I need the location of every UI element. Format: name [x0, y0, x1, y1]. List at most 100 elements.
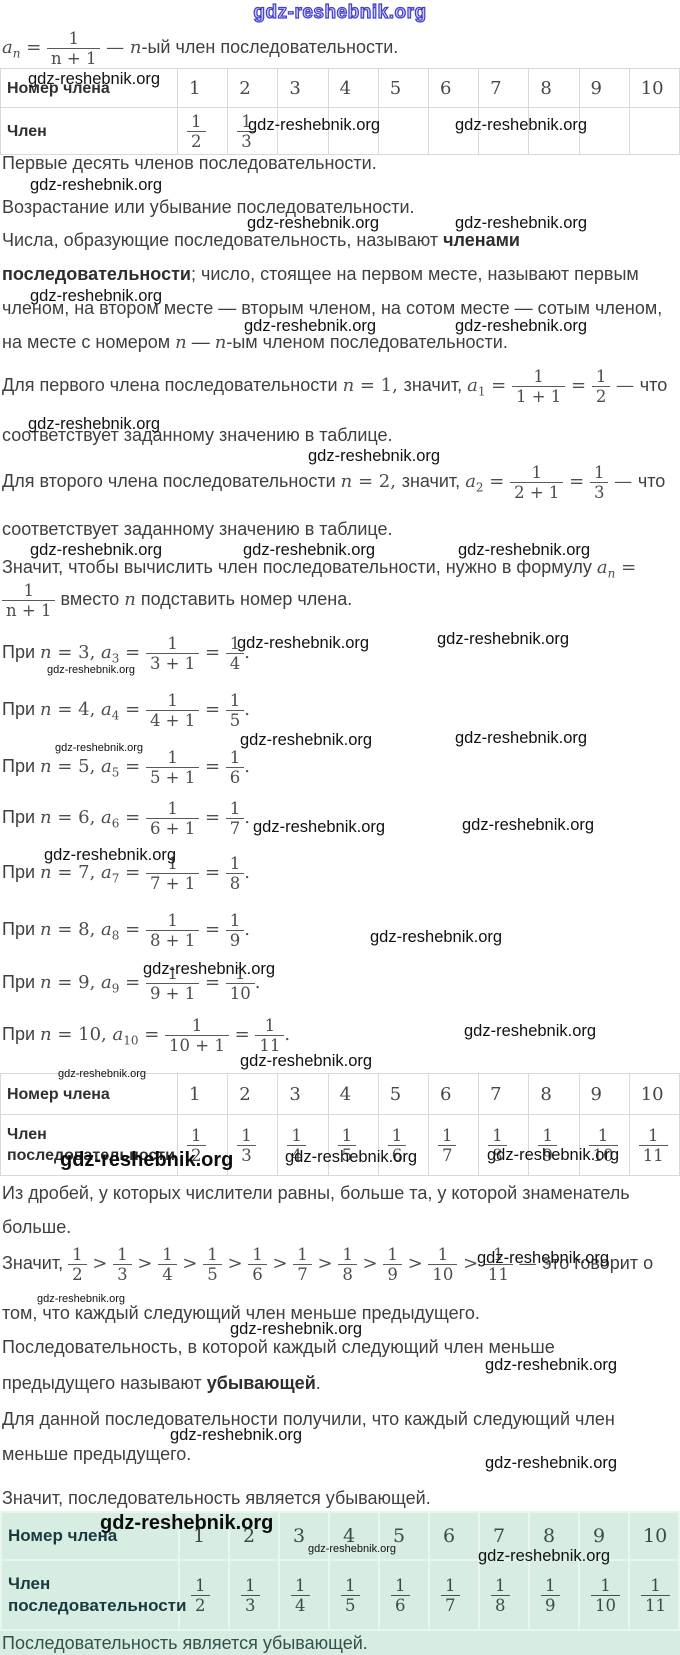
- text: это говорит о: [542, 1253, 654, 1273]
- watermark: gdz-reshebnik.org: [487, 1146, 620, 1164]
- text: значит,: [403, 375, 468, 395]
- formula-n: n: [124, 589, 136, 610]
- fraction: 1 10: [591, 1576, 620, 1615]
- watermark: gdz-reshebnik.org: [58, 1068, 147, 1080]
- fraction-numerator: 1: [235, 963, 246, 983]
- formula-n: n: [342, 375, 355, 396]
- table-cell-number: 9: [578, 68, 630, 108]
- fraction-denominator: 11: [255, 1034, 285, 1055]
- formula-var-sub: 9: [111, 981, 120, 996]
- fraction-denominator: 4: [291, 1594, 310, 1615]
- watermark: gdz-reshebnik.org: [244, 317, 377, 335]
- fraction-denominator: 10: [428, 1263, 458, 1284]
- equals: =: [485, 375, 512, 396]
- table-cell-number: 4: [327, 68, 379, 108]
- fraction-numerator: 1: [495, 1575, 506, 1595]
- equals: =: [199, 972, 226, 993]
- fraction-numerator: 1: [229, 747, 241, 767]
- text: что: [639, 375, 668, 395]
- text: предыдущего называют: [2, 1373, 207, 1393]
- table-cell-number: 6: [428, 1511, 480, 1561]
- equals: =: [199, 756, 226, 777]
- formula-var: a: [101, 972, 112, 993]
- fraction-denominator: 2: [187, 1144, 206, 1165]
- text: Значит, чтобы вычислить член последовате…: [2, 557, 597, 577]
- fraction-denominator: 5: [203, 1263, 222, 1284]
- fraction-denominator: 4: [225, 652, 245, 673]
- equals: =: [228, 1024, 256, 1045]
- watermark: gdz-reshebnik.org: [100, 1512, 274, 1534]
- formula-n: n: [40, 862, 52, 883]
- fraction-denominator: 6: [387, 1144, 407, 1165]
- equals: =: [119, 642, 146, 663]
- table-row-numbers: Номер члена 1 2 3 4 5 6 7 8 9 10: [0, 68, 680, 108]
- fraction-numerator: 1: [245, 1575, 256, 1595]
- equals: =: [119, 699, 146, 720]
- watermark: gdz-reshebnik.org: [370, 928, 503, 946]
- equals: =: [119, 807, 146, 828]
- formula-var: a: [101, 642, 112, 663]
- equals: = 6,: [51, 807, 102, 828]
- period: .: [244, 919, 251, 940]
- formula-var-sub: 8: [111, 928, 120, 943]
- fraction-numerator: 1: [545, 1575, 556, 1595]
- text: на месте с номером: [2, 332, 176, 352]
- greater-than: >: [176, 1253, 204, 1274]
- equals: =: [615, 557, 637, 578]
- given-seq-line2: меньше предыдущего.: [2, 1444, 192, 1464]
- formula-n: n: [40, 1024, 52, 1045]
- formula-n: n: [214, 332, 227, 353]
- watermark: gdz-reshebnik.org: [253, 818, 386, 836]
- fraction-denominator: 6 + 1: [145, 817, 200, 838]
- fraction-denominator: 8: [491, 1594, 510, 1615]
- table-cell-fraction: 1 11: [628, 1114, 680, 1176]
- watermark: gdz-reshebnik.org: [478, 1547, 611, 1565]
- watermark: gdz-reshebnik.org: [44, 846, 177, 864]
- decreasing-def-line1: Последовательность, в которой каждый сле…: [2, 1337, 555, 1357]
- formula-var: a: [101, 807, 112, 828]
- text: ; число, стоящее на первом месте, называ…: [190, 264, 639, 284]
- table-row-members: Член последовательности 1 2 1 3 1 4 1 5 1 6 1 7 1 8 1 9 1…: [0, 1114, 680, 1176]
- formula-var-sub: 3: [111, 651, 120, 666]
- inequality-followup: том, что каждый следующий член меньше пр…: [2, 1303, 480, 1323]
- fraction: 1 11: [483, 1245, 513, 1284]
- fraction-numerator: 1: [207, 1244, 218, 1264]
- equals: =: [199, 862, 226, 883]
- paragraph-members-line2: последовательности; число, стоящее на пе…: [2, 263, 639, 285]
- watermark: gdz-reshebnik.org: [243, 541, 376, 559]
- equals: = 4,: [51, 699, 102, 720]
- table-cell-fraction: 1 11: [628, 1559, 680, 1631]
- match-table-line: соответствует заданному значению в табли…: [2, 519, 393, 539]
- table-cell-number: 10: [628, 68, 680, 108]
- site-watermark-link[interactable]: gdz-reshebnik.org: [253, 1, 427, 23]
- formula-var-sub: 2: [475, 480, 484, 495]
- table-cell-number: 3: [278, 1511, 330, 1561]
- table-row-numbers: Номер члена 1 2 3 4 5 6 7 8 9 10: [0, 1511, 680, 1561]
- equals: =: [565, 375, 592, 396]
- text-bold: убывающей: [206, 1373, 316, 1393]
- watermark: gdz-reshebnik.org: [30, 287, 163, 305]
- watermark: gdz-reshebnik.org: [55, 742, 144, 754]
- given-seq-line1: Для данной последовательности получили, …: [2, 1409, 615, 1429]
